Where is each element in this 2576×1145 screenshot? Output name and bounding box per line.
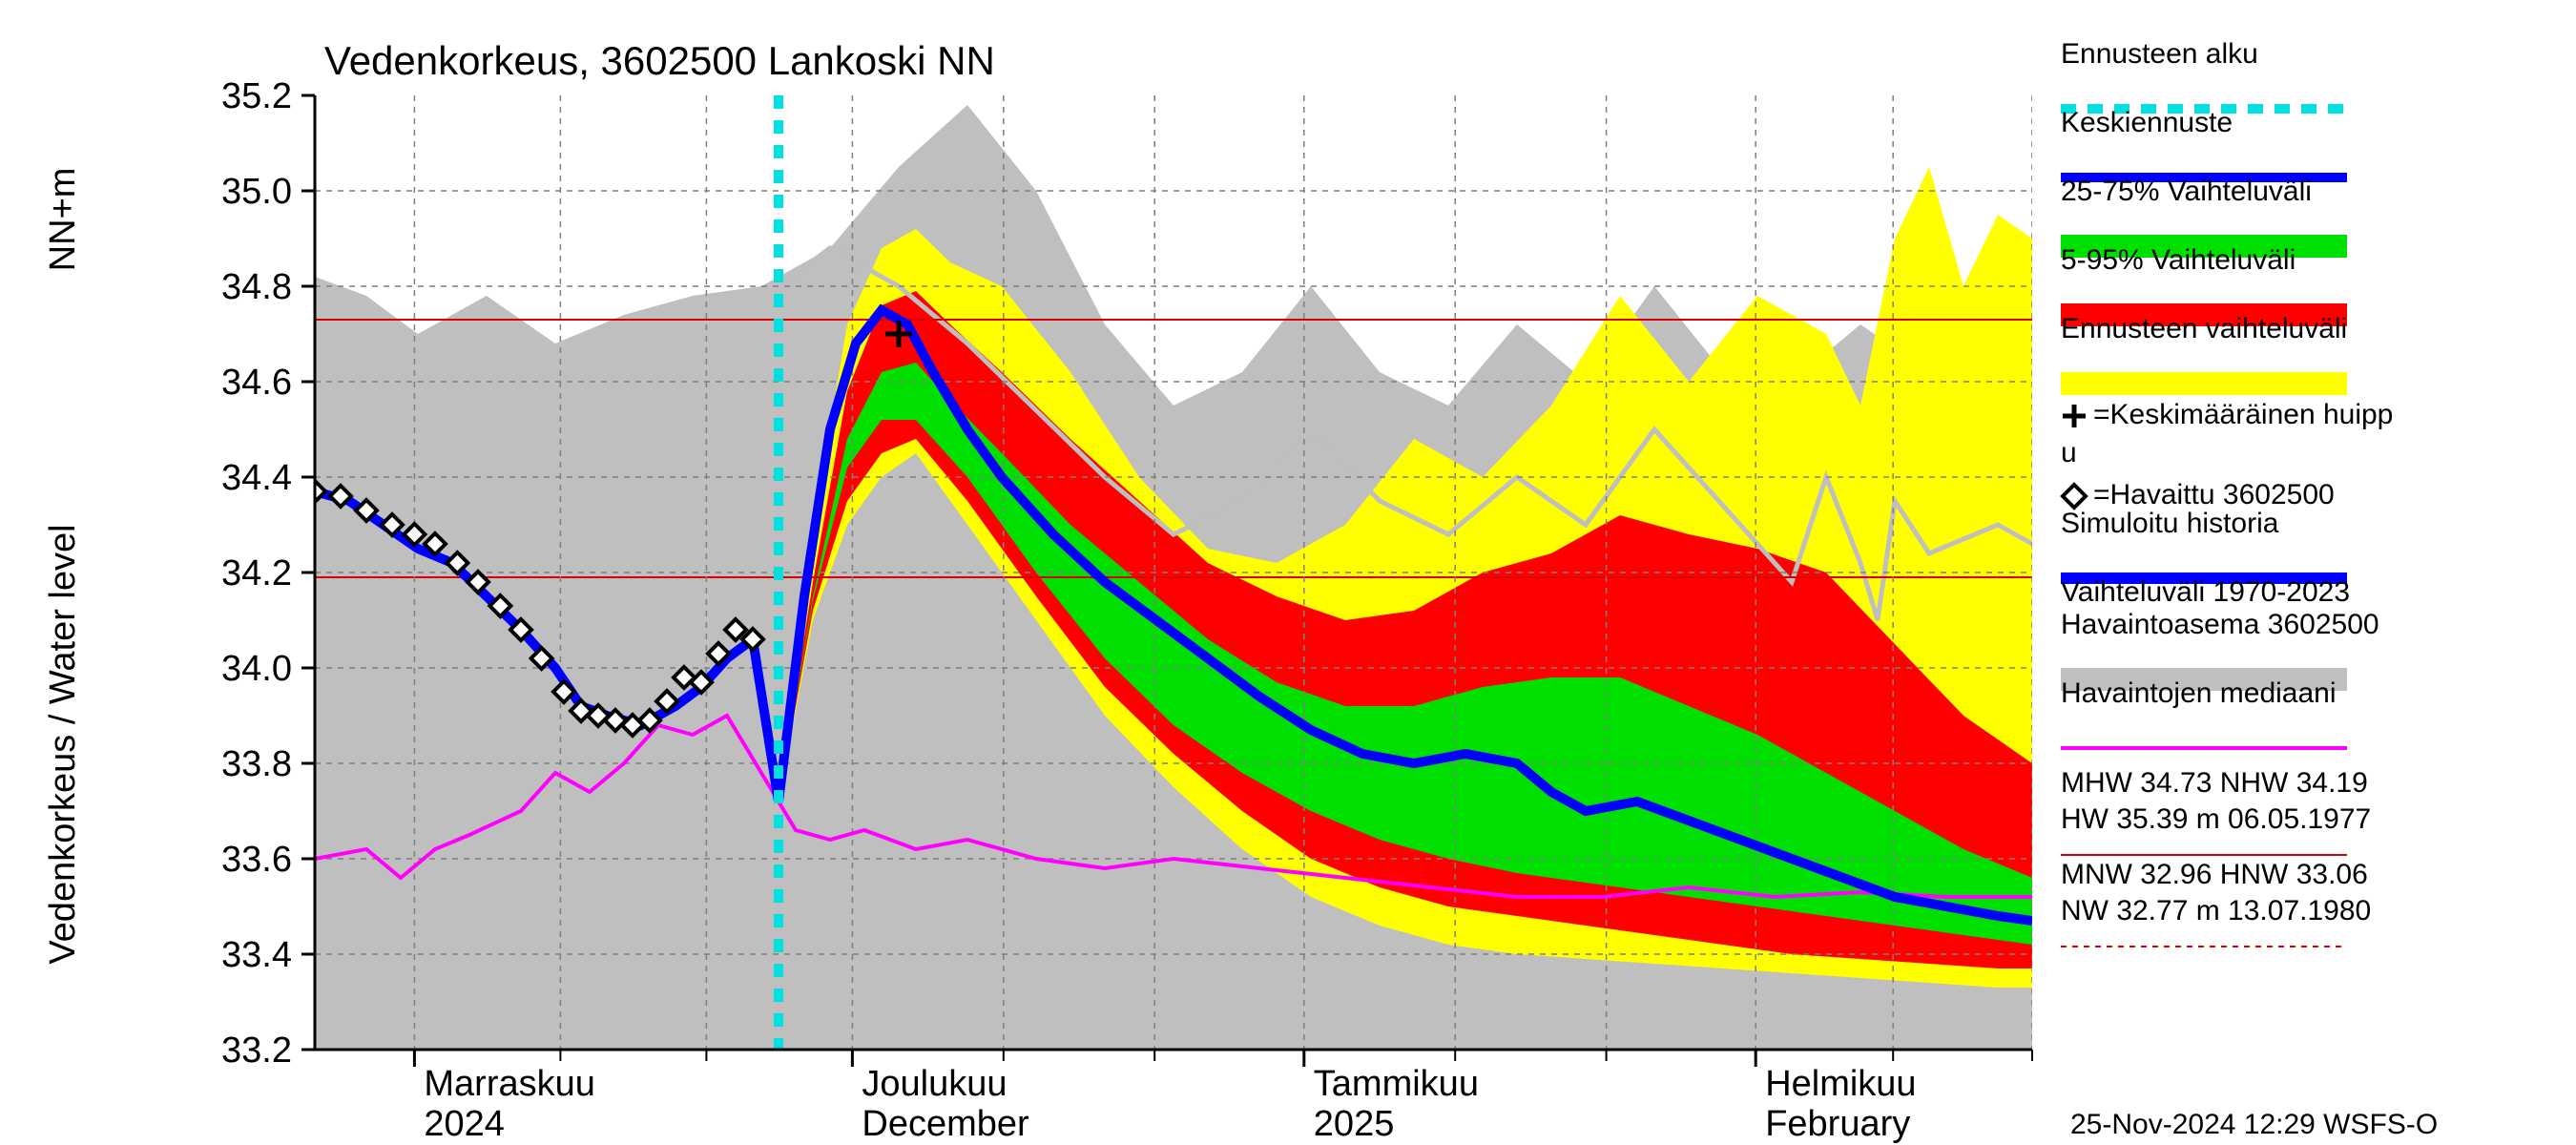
legend-stats: HW 35.39 m 06.05.1977 <box>2061 803 2371 835</box>
chart-container: 33.2 33.4 33.6 33.8 34.0 34.2 34.4 34.6 34.8 35.0… <box>0 0 2576 1145</box>
y-tick-label: 34.6 <box>221 363 292 403</box>
x-tick-label: Marraskuu <box>424 1064 595 1104</box>
legend-label: Vaihteluväli 1970-2023 <box>2061 576 2350 608</box>
legend-label: Simuloitu historia <box>2061 508 2279 539</box>
footer-timestamp: 25-Nov-2024 12:29 WSFS-O <box>2070 1109 2438 1140</box>
x-tick-sublabel: December <box>862 1104 1029 1144</box>
legend-label: 25-75% Vaihteluväli <box>2061 176 2312 207</box>
y-tick-label: 34.4 <box>221 458 292 498</box>
legend-label: Havaintoasema 3602500 <box>2061 609 2379 640</box>
y-tick-label: 35.2 <box>221 76 292 116</box>
y-axis-unit: NN+m <box>43 168 83 272</box>
x-tick-sublabel: 2024 <box>424 1104 505 1144</box>
y-tick-label: 33.4 <box>221 935 292 975</box>
legend-stats: MHW 34.73 NHW 34.19 <box>2061 767 2368 799</box>
chart-svg: 33.2 33.4 33.6 33.8 34.0 34.2 34.4 34.6 34.8 35.0… <box>0 0 2576 1145</box>
legend-label: Havaintojen mediaani <box>2061 677 2337 709</box>
legend-label: Ennusteen vaihteluväli <box>2061 313 2347 344</box>
y-tick-label: 34.0 <box>221 649 292 689</box>
x-tick-label: Joulukuu <box>862 1064 1007 1104</box>
y-axis-label: Vedenkorkeus / Water level <box>43 524 83 964</box>
x-tick-sublabel: February <box>1765 1104 1910 1144</box>
legend-label: u <box>2061 437 2077 468</box>
chart-title: Vedenkorkeus, 3602500 Lankoski NN <box>324 38 995 83</box>
y-tick-label: 34.8 <box>221 267 292 307</box>
x-tick-label: Tammikuu <box>1314 1064 1479 1104</box>
x-tick-sublabel: 2025 <box>1314 1104 1395 1144</box>
legend-label: =Keskimääräinen huipp <box>2093 399 2393 430</box>
legend-label: =Havaittu 3602500 <box>2093 479 2335 510</box>
legend-stats: NW 32.77 m 13.07.1980 <box>2061 895 2371 926</box>
legend-stats: MNW 32.96 HNW 33.06 <box>2061 859 2368 890</box>
y-tick-label: 33.6 <box>221 840 292 880</box>
y-tick-label: 33.2 <box>221 1030 292 1071</box>
x-tick-label: Helmikuu <box>1765 1064 1916 1104</box>
legend-label: Ennusteen alku <box>2061 38 2258 70</box>
y-tick-label: 33.8 <box>221 744 292 784</box>
y-tick-label: 34.2 <box>221 553 292 593</box>
legend-label: 5-95% Vaihteluväli <box>2061 244 2296 276</box>
y-tick-label: 35.0 <box>221 172 292 212</box>
legend-label: Keskiennuste <box>2061 107 2233 138</box>
legend-swatch <box>2061 372 2347 395</box>
